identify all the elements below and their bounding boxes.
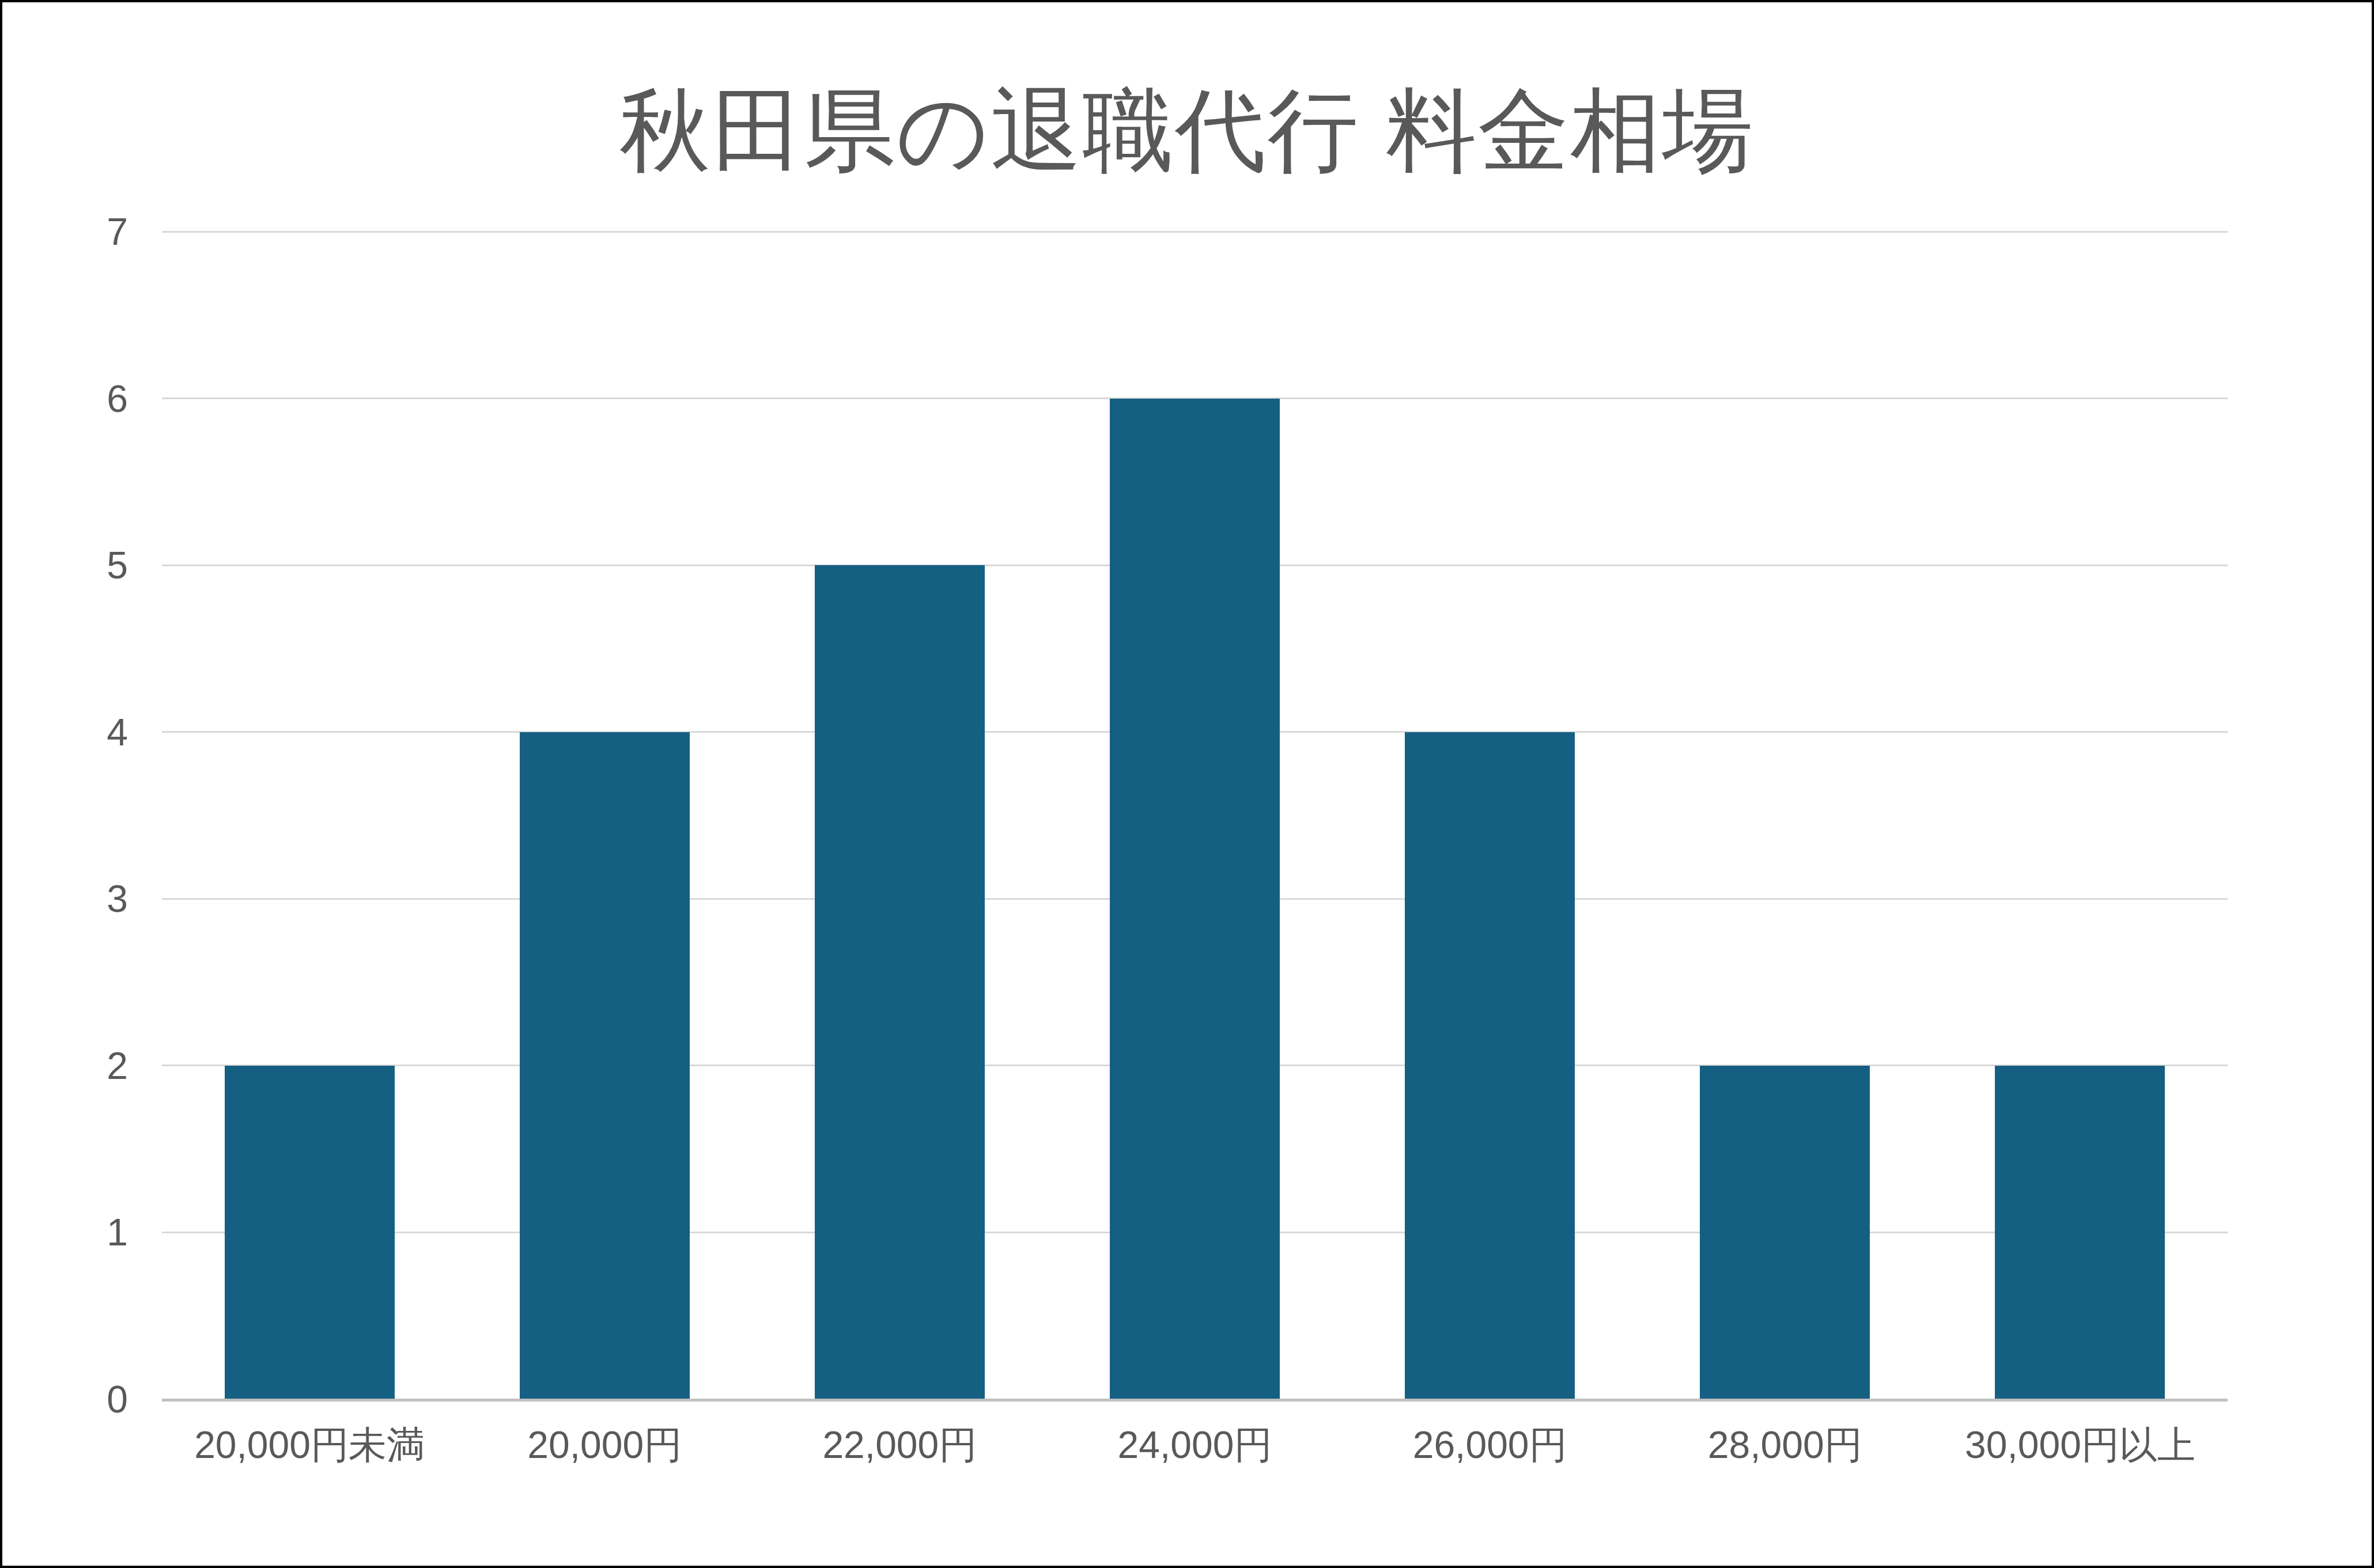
bar-slot bbox=[752, 232, 1047, 1399]
bar-slot bbox=[1933, 232, 2228, 1399]
bar bbox=[1110, 399, 1280, 1399]
y-tick-label: 4 bbox=[107, 713, 128, 751]
chart-title: 秋田県の退職代行 料金相場 bbox=[2, 76, 2372, 185]
bar-slot bbox=[1343, 232, 1638, 1399]
chart-window: 秋田県の退職代行 料金相場 01234567 20,000円未満20,000円2… bbox=[0, 0, 2374, 1568]
bar bbox=[520, 732, 690, 1399]
y-tick-label: 6 bbox=[107, 380, 128, 418]
y-tick-label: 3 bbox=[107, 880, 128, 918]
y-axis: 01234567 bbox=[37, 232, 128, 1399]
y-tick-label: 5 bbox=[107, 546, 128, 584]
x-tick-label: 24,000円 bbox=[1047, 1422, 1342, 1468]
chart-plot-area bbox=[162, 232, 2228, 1399]
bar-slot bbox=[162, 232, 457, 1399]
y-tick-label: 1 bbox=[107, 1213, 128, 1251]
bar bbox=[225, 1066, 395, 1399]
y-tick-label: 0 bbox=[107, 1380, 128, 1418]
x-axis: 20,000円未満20,000円22,000円24,000円26,000円28,… bbox=[162, 1422, 2228, 1468]
y-tick-label: 2 bbox=[107, 1047, 128, 1085]
x-tick-label: 20,000円未満 bbox=[162, 1422, 457, 1468]
y-tick-label: 7 bbox=[107, 213, 128, 251]
bar-slot bbox=[1047, 232, 1342, 1399]
bar bbox=[1405, 732, 1575, 1399]
bar-slot bbox=[457, 232, 752, 1399]
x-tick-label: 20,000円 bbox=[457, 1422, 752, 1468]
bar bbox=[815, 565, 985, 1399]
x-tick-label: 28,000円 bbox=[1638, 1422, 1933, 1468]
x-axis-line bbox=[162, 1399, 2228, 1402]
bar bbox=[1995, 1066, 2165, 1399]
x-tick-label: 26,000円 bbox=[1343, 1422, 1638, 1468]
x-tick-label: 22,000円 bbox=[752, 1422, 1047, 1468]
bar-slot bbox=[1638, 232, 1933, 1399]
x-tick-label: 30,000円以上 bbox=[1933, 1422, 2228, 1468]
bar bbox=[1700, 1066, 1870, 1399]
bar-series bbox=[162, 232, 2228, 1399]
